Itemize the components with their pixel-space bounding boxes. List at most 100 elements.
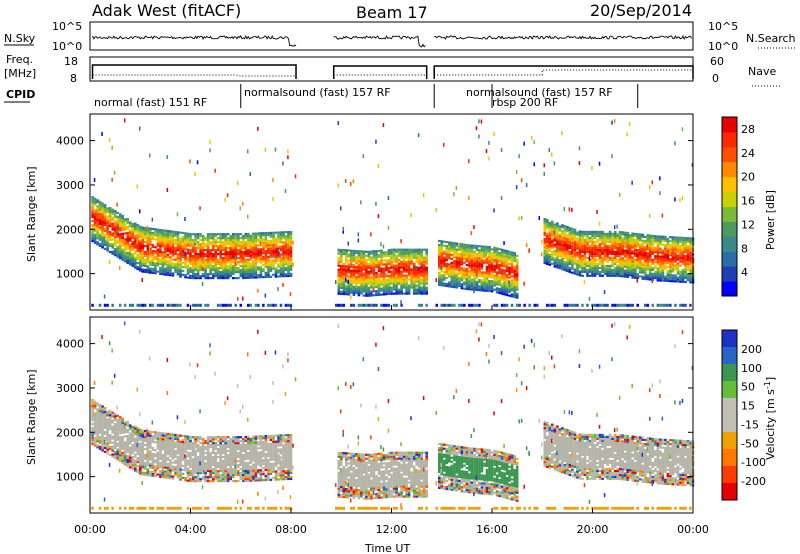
power-cell xyxy=(131,260,135,264)
power-cell xyxy=(558,237,562,240)
power-near-range xyxy=(618,303,622,307)
power-cell xyxy=(420,272,423,275)
power-speckle xyxy=(139,209,141,214)
power-cell xyxy=(684,237,687,240)
power-cell xyxy=(360,286,363,289)
power-cell xyxy=(211,235,215,238)
power-cell xyxy=(226,251,230,254)
power-cell xyxy=(583,252,587,255)
power-cell xyxy=(495,255,499,258)
power-cell xyxy=(639,259,642,262)
power-cell xyxy=(478,287,481,290)
power-near-range xyxy=(478,303,481,307)
power-cell xyxy=(106,209,109,212)
velocity-speckle xyxy=(111,348,113,353)
power-cell xyxy=(144,258,147,261)
power-cell xyxy=(656,237,660,240)
power-cell xyxy=(362,294,366,297)
power-cell xyxy=(566,261,569,265)
power-cell xyxy=(342,289,346,292)
power-cell xyxy=(626,257,629,260)
power-cell xyxy=(121,222,124,225)
power-cell xyxy=(169,274,172,277)
power-cell xyxy=(671,264,675,267)
power-cell xyxy=(131,225,135,228)
power-cell xyxy=(664,265,667,268)
power-cell xyxy=(174,238,177,242)
power-cell xyxy=(445,251,449,254)
power-cell xyxy=(232,233,235,236)
power-cell xyxy=(618,264,622,268)
power-cell xyxy=(551,224,554,227)
power-cell xyxy=(214,271,217,274)
power-cell xyxy=(360,266,363,269)
power-cell xyxy=(674,254,677,257)
power-cell xyxy=(131,256,135,260)
power-cell xyxy=(480,275,484,278)
power-cell xyxy=(671,262,675,265)
power-cell xyxy=(196,245,200,248)
power-cell xyxy=(568,254,572,257)
power-cell xyxy=(128,259,132,262)
power-cell xyxy=(543,261,547,265)
power-cell xyxy=(372,278,376,281)
power-cell xyxy=(661,273,665,276)
power-cell xyxy=(355,281,358,285)
power-cell xyxy=(284,259,288,262)
power-cell xyxy=(226,243,230,246)
power-cell xyxy=(174,270,177,273)
power-cell xyxy=(340,248,343,252)
power-speckle xyxy=(340,206,342,211)
power-cell xyxy=(171,238,175,241)
power-cell xyxy=(206,275,210,278)
velocity-cell xyxy=(91,429,94,432)
power-cell xyxy=(611,244,614,247)
power-cell xyxy=(661,259,665,262)
power-cell xyxy=(196,271,200,274)
power-cell xyxy=(247,234,250,237)
power-cell xyxy=(216,253,220,256)
power-cell xyxy=(98,232,102,235)
power-speckle xyxy=(209,140,211,145)
power-cell xyxy=(126,237,129,240)
power-speckle xyxy=(242,201,244,206)
power-cell xyxy=(641,261,645,264)
power-cell xyxy=(654,237,657,240)
power-cell xyxy=(106,233,109,236)
power-cell xyxy=(613,266,617,269)
power-cell xyxy=(510,257,514,260)
velocity-cell xyxy=(106,434,109,437)
power-cell xyxy=(566,255,569,259)
power-cell xyxy=(671,276,675,279)
power-cell xyxy=(387,254,391,258)
power-cell xyxy=(382,259,386,262)
power-cell xyxy=(412,250,416,253)
velocity-cell xyxy=(98,421,102,424)
power-cell xyxy=(478,263,481,266)
power-cell xyxy=(593,254,597,257)
power-cell xyxy=(588,232,592,235)
power-cell xyxy=(598,232,602,235)
power-cell xyxy=(412,284,416,287)
power-cell xyxy=(164,241,167,244)
power-cell xyxy=(576,273,579,276)
power-cell xyxy=(174,252,177,256)
power-cell xyxy=(93,203,97,206)
power-cell xyxy=(546,224,549,228)
power-cell xyxy=(448,263,451,266)
power-cell xyxy=(201,263,205,266)
power-cell xyxy=(382,253,386,256)
power-cell xyxy=(581,260,584,263)
power-cell xyxy=(337,270,341,273)
power-cell xyxy=(588,254,592,257)
power-speckle xyxy=(641,249,643,254)
power-cell xyxy=(287,264,290,268)
power-cell xyxy=(684,262,687,266)
power-cell xyxy=(425,282,428,285)
power-cell xyxy=(146,257,150,260)
power-cell xyxy=(365,280,368,283)
power-cell xyxy=(405,262,408,265)
velocity-cell xyxy=(93,432,97,435)
power-speckle xyxy=(659,176,661,181)
